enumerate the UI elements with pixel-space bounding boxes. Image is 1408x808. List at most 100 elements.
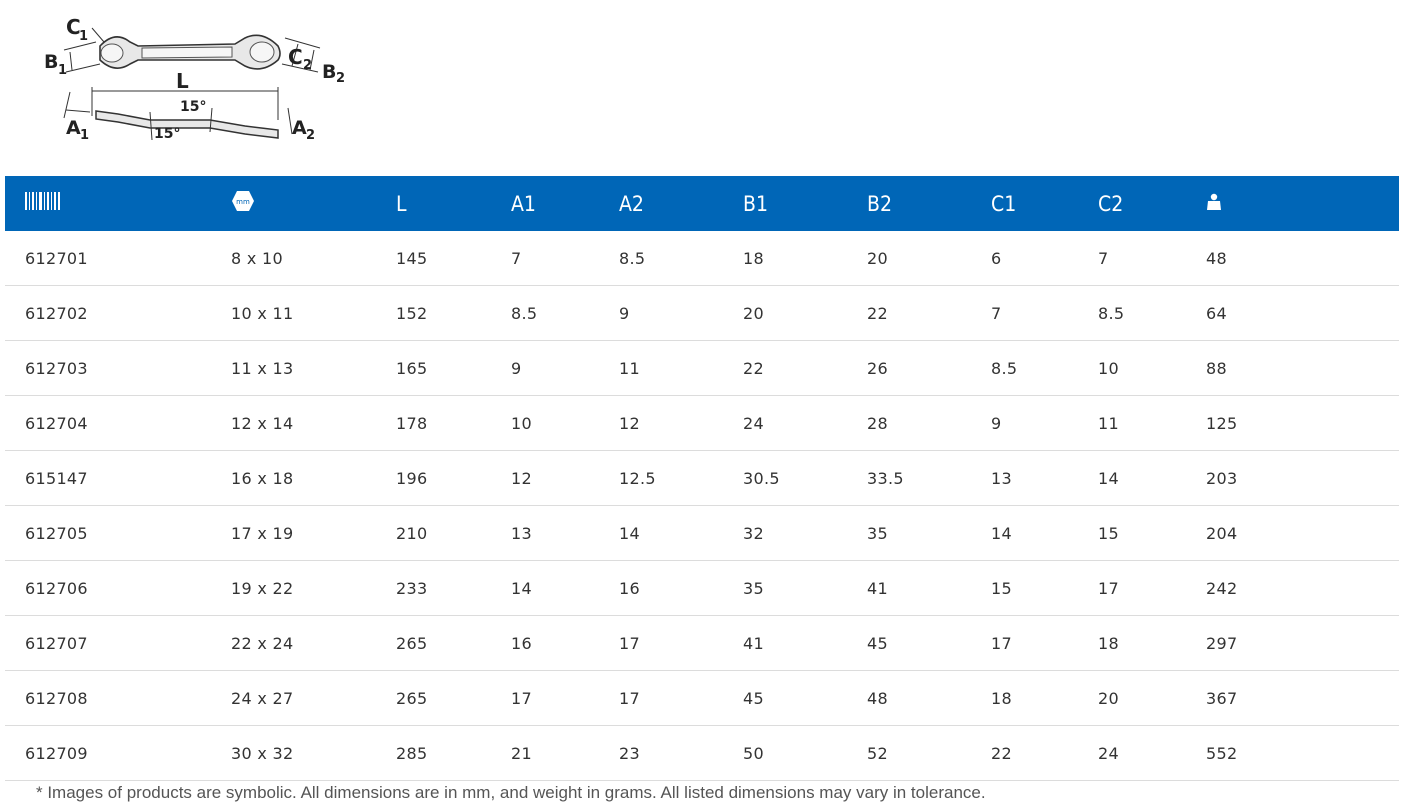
cell-article-number: 612701 bbox=[5, 231, 231, 286]
cell-length: 285 bbox=[396, 725, 511, 781]
cell-a2: 17 bbox=[619, 670, 743, 726]
cell-c2: 24 bbox=[1098, 725, 1206, 781]
table-row: 612706 19 x 22 233 14 16 35 41 15 17 242 bbox=[5, 560, 1399, 616]
cell-b1: 20 bbox=[743, 285, 867, 341]
table-row: 612702 10 x 11 152 8.5 9 20 22 7 8.5 64 bbox=[5, 285, 1399, 341]
table-row: 612703 11 x 13 165 9 11 22 26 8.5 10 88 bbox=[5, 340, 1399, 396]
header-l: L bbox=[396, 191, 407, 216]
cell-size: 12 x 14 bbox=[231, 395, 396, 451]
table-body: 612701 8 x 10 145 7 8.5 18 20 6 7 48 612702 10 x 11… bbox=[5, 231, 1399, 781]
header-weight bbox=[1206, 176, 1399, 231]
cell-a2: 8.5 bbox=[619, 231, 743, 286]
cell-a2: 9 bbox=[619, 285, 743, 341]
svg-text:mm: mm bbox=[236, 198, 250, 206]
cell-weight: 88 bbox=[1206, 340, 1399, 396]
cell-length: 233 bbox=[396, 560, 511, 616]
cell-a1: 8.5 bbox=[511, 285, 619, 341]
cell-c2: 18 bbox=[1098, 615, 1206, 671]
cell-article-number: 612709 bbox=[5, 725, 231, 781]
cell-b2: 52 bbox=[867, 725, 991, 781]
cell-article-number: 612703 bbox=[5, 340, 231, 396]
header-article-number bbox=[5, 176, 231, 231]
cell-b1: 41 bbox=[743, 615, 867, 671]
cell-c1: 9 bbox=[991, 395, 1098, 451]
cell-a1: 13 bbox=[511, 505, 619, 561]
cell-a1: 21 bbox=[511, 725, 619, 781]
cell-weight: 297 bbox=[1206, 615, 1399, 671]
cell-a1: 12 bbox=[511, 450, 619, 506]
label-angle-bottom: 15° bbox=[154, 126, 180, 142]
cell-a1: 10 bbox=[511, 395, 619, 451]
cell-b2: 28 bbox=[867, 395, 991, 451]
table-row: 612701 8 x 10 145 7 8.5 18 20 6 7 48 bbox=[5, 231, 1399, 286]
label-angle-top: 15° bbox=[180, 99, 206, 115]
barcode-icon bbox=[25, 191, 61, 216]
header-c2: C2 bbox=[1098, 191, 1124, 216]
label-b1-sub: 1 bbox=[58, 63, 67, 78]
cell-c1: 13 bbox=[991, 450, 1098, 506]
cell-article-number: 612706 bbox=[5, 560, 231, 616]
label-c2-sub: 2 bbox=[303, 58, 312, 73]
cell-b1: 32 bbox=[743, 505, 867, 561]
cell-weight: 242 bbox=[1206, 560, 1399, 616]
table-row: 612704 12 x 14 178 10 12 24 28 9 11 125 bbox=[5, 395, 1399, 451]
cell-a1: 17 bbox=[511, 670, 619, 726]
cell-article-number: 612702 bbox=[5, 285, 231, 341]
cell-a2: 11 bbox=[619, 340, 743, 396]
cell-c1: 7 bbox=[991, 285, 1098, 341]
cell-b1: 50 bbox=[743, 725, 867, 781]
cell-size: 16 x 18 bbox=[231, 450, 396, 506]
cell-article-number: 612704 bbox=[5, 395, 231, 451]
label-b2-sub: 2 bbox=[336, 71, 345, 86]
cell-weight: 552 bbox=[1206, 725, 1399, 781]
header-a1: A1 bbox=[511, 191, 536, 216]
cell-b1: 35 bbox=[743, 560, 867, 616]
cell-a1: 16 bbox=[511, 615, 619, 671]
weight-icon bbox=[1206, 192, 1222, 216]
cell-size: 19 x 22 bbox=[231, 560, 396, 616]
cell-b2: 20 bbox=[867, 231, 991, 286]
cell-a2: 12.5 bbox=[619, 450, 743, 506]
cell-length: 265 bbox=[396, 615, 511, 671]
wrench-dimension-diagram: C 1 B 1 C 2 B 2 L 15° 15° A 1 A 2 bbox=[30, 8, 370, 158]
cell-c2: 20 bbox=[1098, 670, 1206, 726]
cell-a2: 16 bbox=[619, 560, 743, 616]
cell-b2: 33.5 bbox=[867, 450, 991, 506]
cell-c1: 6 bbox=[991, 231, 1098, 286]
cell-a1: 7 bbox=[511, 231, 619, 286]
cell-c2: 15 bbox=[1098, 505, 1206, 561]
cell-weight: 64 bbox=[1206, 285, 1399, 341]
cell-length: 165 bbox=[396, 340, 511, 396]
label-c1-sub: 1 bbox=[79, 29, 88, 44]
cell-c1: 18 bbox=[991, 670, 1098, 726]
cell-b2: 48 bbox=[867, 670, 991, 726]
cell-weight: 204 bbox=[1206, 505, 1399, 561]
cell-article-number: 612707 bbox=[5, 615, 231, 671]
footnote: * Images of products are symbolic. All d… bbox=[36, 783, 986, 802]
table-row: 612708 24 x 27 265 17 17 45 48 18 20 367 bbox=[5, 670, 1399, 726]
cell-c1: 22 bbox=[991, 725, 1098, 781]
cell-c1: 8.5 bbox=[991, 340, 1098, 396]
cell-a1: 9 bbox=[511, 340, 619, 396]
header-b2: B2 bbox=[867, 191, 892, 216]
cell-b2: 35 bbox=[867, 505, 991, 561]
cell-article-number: 615147 bbox=[5, 450, 231, 506]
cell-size: 10 x 11 bbox=[231, 285, 396, 341]
cell-size: 30 x 32 bbox=[231, 725, 396, 781]
cell-c1: 15 bbox=[991, 560, 1098, 616]
cell-weight: 367 bbox=[1206, 670, 1399, 726]
cell-length: 178 bbox=[396, 395, 511, 451]
label-c1: C bbox=[66, 15, 81, 39]
cell-c2: 14 bbox=[1098, 450, 1206, 506]
cell-a2: 12 bbox=[619, 395, 743, 451]
cell-b1: 22 bbox=[743, 340, 867, 396]
label-a1: A bbox=[66, 117, 81, 139]
cell-size: 11 x 13 bbox=[231, 340, 396, 396]
cell-size: 8 x 10 bbox=[231, 231, 396, 286]
table-header-row: mm L A1 A2 B1 B2 C1 C2 bbox=[5, 176, 1399, 231]
cell-b2: 45 bbox=[867, 615, 991, 671]
header-size: mm bbox=[231, 176, 396, 231]
cell-weight: 125 bbox=[1206, 395, 1399, 451]
cell-b1: 18 bbox=[743, 231, 867, 286]
cell-length: 145 bbox=[396, 231, 511, 286]
